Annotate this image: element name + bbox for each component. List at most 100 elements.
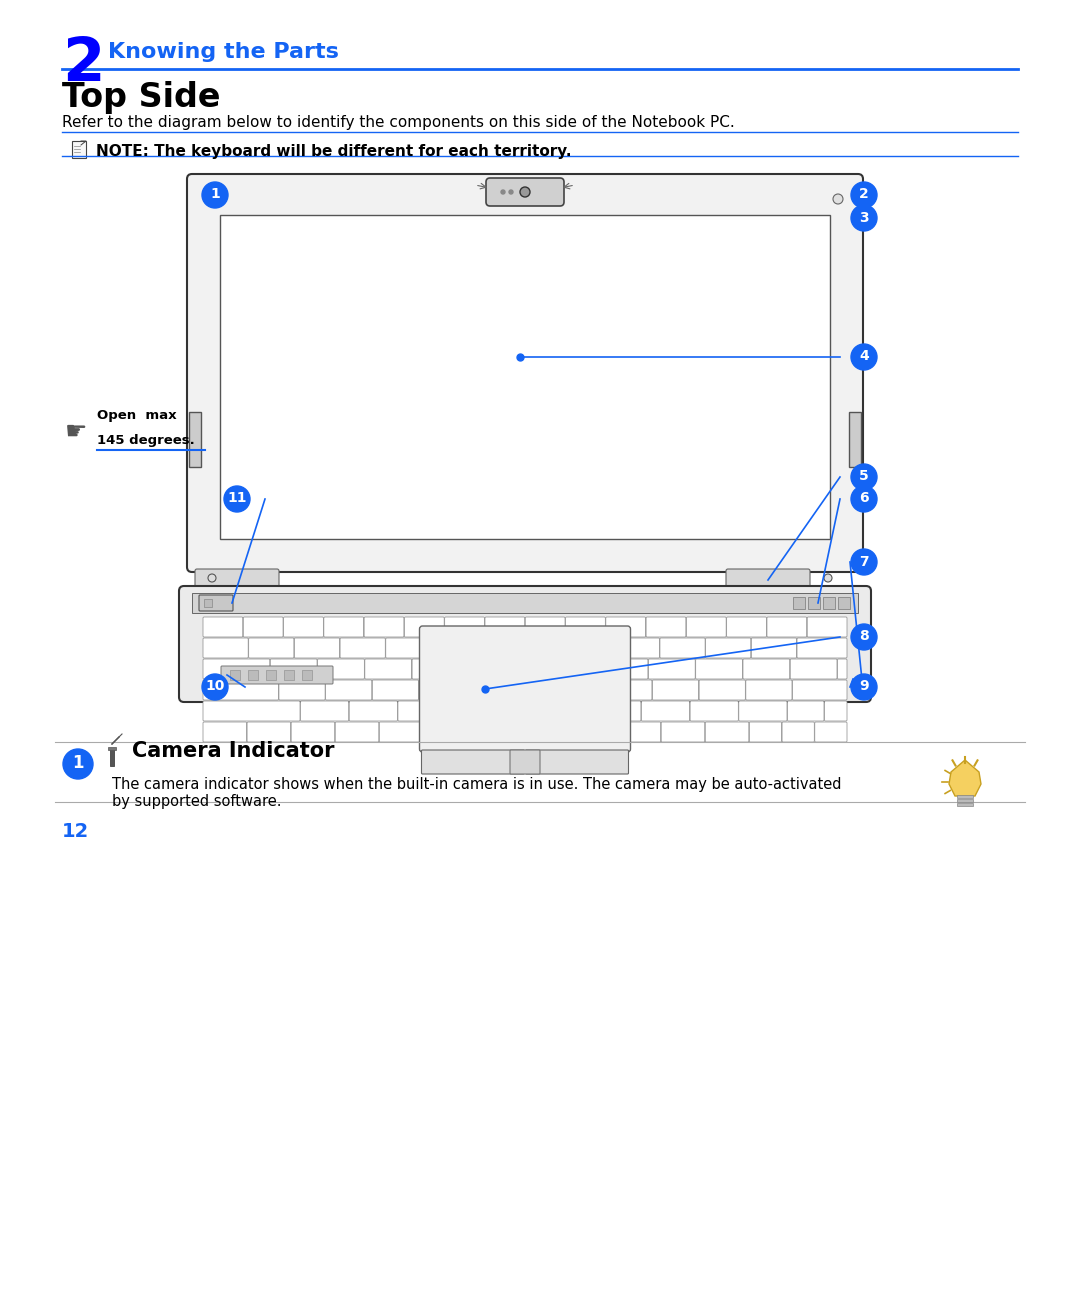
FancyBboxPatch shape xyxy=(203,721,246,742)
Bar xyxy=(302,670,312,680)
FancyBboxPatch shape xyxy=(477,638,523,657)
Bar xyxy=(957,802,973,806)
FancyBboxPatch shape xyxy=(525,617,565,637)
Text: Refer to the diagram below to identify the components on this side of the Notebo: Refer to the diagram below to identify t… xyxy=(62,115,734,129)
Circle shape xyxy=(202,182,228,208)
FancyBboxPatch shape xyxy=(699,680,745,701)
FancyBboxPatch shape xyxy=(445,617,485,637)
Circle shape xyxy=(509,190,513,193)
Circle shape xyxy=(207,193,217,204)
FancyBboxPatch shape xyxy=(195,569,279,589)
Bar xyxy=(266,670,276,680)
FancyBboxPatch shape xyxy=(615,638,660,657)
FancyBboxPatch shape xyxy=(787,701,824,721)
Bar xyxy=(204,599,212,606)
FancyBboxPatch shape xyxy=(386,638,431,657)
FancyBboxPatch shape xyxy=(512,680,558,701)
FancyBboxPatch shape xyxy=(739,701,787,721)
FancyBboxPatch shape xyxy=(432,638,476,657)
FancyBboxPatch shape xyxy=(750,721,782,742)
Bar xyxy=(192,593,858,613)
Text: 5: 5 xyxy=(859,469,869,484)
Text: 2: 2 xyxy=(62,35,105,94)
FancyBboxPatch shape xyxy=(696,659,742,680)
Bar xyxy=(957,799,973,802)
Circle shape xyxy=(501,190,505,193)
FancyBboxPatch shape xyxy=(606,617,646,637)
FancyBboxPatch shape xyxy=(496,701,543,721)
FancyBboxPatch shape xyxy=(459,659,507,680)
Bar xyxy=(838,597,850,609)
FancyBboxPatch shape xyxy=(295,638,339,657)
FancyBboxPatch shape xyxy=(248,638,294,657)
Polygon shape xyxy=(949,759,981,796)
Text: 2: 2 xyxy=(859,187,869,201)
FancyBboxPatch shape xyxy=(791,659,837,680)
FancyBboxPatch shape xyxy=(364,617,404,637)
FancyBboxPatch shape xyxy=(465,680,512,701)
FancyBboxPatch shape xyxy=(318,659,364,680)
FancyBboxPatch shape xyxy=(652,680,699,701)
FancyBboxPatch shape xyxy=(243,617,283,637)
FancyBboxPatch shape xyxy=(752,638,797,657)
FancyBboxPatch shape xyxy=(782,721,814,742)
FancyBboxPatch shape xyxy=(526,750,629,774)
FancyBboxPatch shape xyxy=(379,721,661,742)
Text: ☛: ☛ xyxy=(65,420,87,444)
Bar xyxy=(189,412,201,467)
Circle shape xyxy=(63,749,93,779)
FancyBboxPatch shape xyxy=(554,659,600,680)
FancyBboxPatch shape xyxy=(221,667,333,684)
FancyBboxPatch shape xyxy=(447,701,495,721)
Circle shape xyxy=(202,674,228,701)
FancyBboxPatch shape xyxy=(340,638,386,657)
Text: 9: 9 xyxy=(860,680,868,694)
FancyBboxPatch shape xyxy=(743,659,789,680)
FancyBboxPatch shape xyxy=(203,638,248,657)
FancyBboxPatch shape xyxy=(203,617,243,637)
FancyBboxPatch shape xyxy=(300,701,349,721)
Text: 10: 10 xyxy=(205,680,225,694)
Circle shape xyxy=(851,549,877,575)
Text: by supported software.: by supported software. xyxy=(112,793,282,809)
Text: 3: 3 xyxy=(860,210,868,225)
FancyBboxPatch shape xyxy=(279,680,325,701)
Bar xyxy=(808,597,820,609)
Circle shape xyxy=(851,623,877,650)
FancyBboxPatch shape xyxy=(397,701,446,721)
FancyBboxPatch shape xyxy=(559,680,605,701)
FancyBboxPatch shape xyxy=(797,638,847,657)
Bar xyxy=(220,214,831,538)
FancyBboxPatch shape xyxy=(568,638,613,657)
Circle shape xyxy=(519,187,530,197)
FancyBboxPatch shape xyxy=(648,659,696,680)
FancyBboxPatch shape xyxy=(413,659,459,680)
FancyBboxPatch shape xyxy=(199,595,233,610)
FancyBboxPatch shape xyxy=(793,680,847,701)
Text: Camera Indicator: Camera Indicator xyxy=(132,741,335,761)
Text: NOTE: The keyboard will be different for each territory.: NOTE: The keyboard will be different for… xyxy=(96,144,571,159)
Bar xyxy=(284,670,294,680)
Circle shape xyxy=(851,182,877,208)
FancyBboxPatch shape xyxy=(837,659,847,680)
Text: The camera indicator shows when the built-in camera is in use. The camera may be: The camera indicator shows when the buil… xyxy=(112,776,841,792)
Bar xyxy=(849,412,861,467)
FancyBboxPatch shape xyxy=(606,680,652,701)
FancyBboxPatch shape xyxy=(566,617,605,637)
FancyBboxPatch shape xyxy=(814,721,847,742)
FancyBboxPatch shape xyxy=(510,750,540,774)
Text: 11: 11 xyxy=(227,491,246,506)
FancyBboxPatch shape xyxy=(646,617,686,637)
FancyBboxPatch shape xyxy=(270,659,318,680)
FancyBboxPatch shape xyxy=(179,586,870,702)
Bar xyxy=(823,597,835,609)
FancyBboxPatch shape xyxy=(690,701,739,721)
Bar xyxy=(793,597,805,609)
Text: 6: 6 xyxy=(860,491,868,506)
Circle shape xyxy=(851,674,877,701)
Text: 7: 7 xyxy=(860,554,868,569)
Circle shape xyxy=(833,193,843,204)
Circle shape xyxy=(851,205,877,231)
FancyBboxPatch shape xyxy=(203,701,300,721)
FancyBboxPatch shape xyxy=(419,680,465,701)
